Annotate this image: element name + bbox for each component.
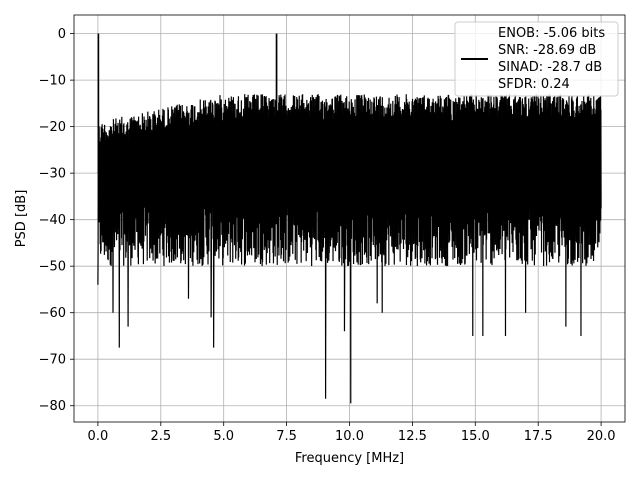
y-tick-label: 0 (58, 27, 66, 42)
x-tick-label: 5.0 (213, 429, 234, 444)
x-tick-label: 17.5 (524, 429, 553, 444)
x-tick-label: 0.0 (88, 429, 109, 444)
y-tick-label: −50 (39, 260, 66, 275)
legend-line-enob: ENOB: -5.06 bits (498, 26, 605, 41)
legend-line-snr: SNR: -28.69 dB (498, 43, 596, 58)
x-tick-label: 2.5 (150, 429, 171, 444)
y-tick-label: −70 (39, 353, 66, 368)
y-axis-label: PSD [dB] (14, 190, 29, 248)
legend-box (454, 21, 619, 97)
legend-line-sinad: SINAD: -28.7 dB (498, 60, 602, 75)
psd-series (97, 33, 602, 404)
legend-line-sfdr: SFDR: 0.24 (498, 77, 570, 92)
y-tick-label: −60 (39, 306, 66, 321)
x-tick-label: 15.0 (461, 429, 490, 444)
x-tick-label: 10.0 (335, 429, 364, 444)
y-tick-label: −10 (39, 74, 66, 89)
x-tick-label: 7.5 (276, 429, 297, 444)
y-tick-label: −40 (39, 213, 66, 228)
y-axis-ticks: 0 −10 −20 −30 −40 −50 −60 −70 −80 (39, 27, 74, 414)
y-tick-label: −20 (39, 120, 66, 135)
x-axis-ticks: 0.0 2.5 5.0 7.5 10.0 12.5 15.0 17.5 20.0 (88, 422, 616, 444)
legend: ENOB: -5.06 bits SNR: -28.69 dB SINAD: -… (454, 21, 619, 97)
psd-line (97, 33, 602, 404)
x-tick-label: 12.5 (398, 429, 427, 444)
x-tick-label: 20.0 (587, 429, 616, 444)
y-tick-label: −30 (39, 167, 66, 182)
x-axis-label: Frequency [MHz] (295, 451, 404, 466)
y-tick-label: −80 (39, 399, 66, 414)
